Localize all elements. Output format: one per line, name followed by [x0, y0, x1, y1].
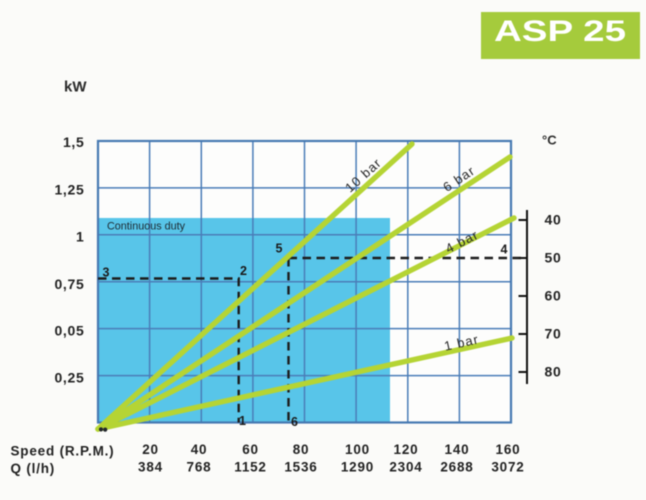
svg-text:3072: 3072	[491, 460, 524, 475]
svg-text:0,75: 0,75	[54, 276, 84, 292]
svg-text:120: 120	[394, 442, 419, 457]
svg-text:1152: 1152	[234, 460, 267, 475]
svg-text:5: 5	[276, 242, 283, 256]
svg-text:20: 20	[142, 442, 159, 457]
svg-text:Q (l/h): Q (l/h)	[11, 461, 56, 476]
svg-text:6: 6	[291, 415, 298, 429]
svg-text:50: 50	[545, 250, 562, 266]
svg-text:1,25: 1,25	[54, 182, 84, 198]
svg-text:4: 4	[501, 243, 508, 257]
svg-text:40: 40	[191, 442, 208, 457]
svg-text:1: 1	[76, 229, 85, 245]
svg-text:0,25: 0,25	[54, 370, 84, 386]
svg-text:60: 60	[545, 288, 562, 304]
svg-text:1: 1	[239, 414, 246, 428]
svg-text:Continuous duty: Continuous duty	[107, 221, 186, 233]
svg-text:Speed (R.P.M.): Speed (R.P.M.)	[11, 444, 115, 459]
svg-text:100: 100	[345, 442, 370, 457]
svg-text:40: 40	[545, 212, 562, 228]
svg-text:80: 80	[293, 442, 310, 457]
svg-text:160: 160	[496, 442, 521, 457]
svg-text:2304: 2304	[389, 460, 422, 475]
svg-text:ASP 25: ASP 25	[494, 15, 626, 48]
svg-text:60: 60	[242, 442, 259, 457]
svg-text:1290: 1290	[341, 460, 374, 475]
svg-text:1536: 1536	[284, 460, 317, 475]
svg-text:70: 70	[545, 326, 562, 342]
svg-text:1,5: 1,5	[63, 134, 85, 150]
svg-text:0,05: 0,05	[54, 323, 84, 339]
svg-text:kW: kW	[64, 79, 87, 96]
svg-text:140: 140	[445, 442, 470, 457]
svg-text:°C: °C	[542, 133, 557, 148]
svg-text:384: 384	[138, 460, 163, 475]
svg-text:2688: 2688	[440, 460, 473, 475]
svg-text:1 bar: 1 bar	[443, 331, 481, 353]
svg-text:2: 2	[240, 264, 247, 278]
svg-text:768: 768	[187, 460, 212, 475]
svg-text:80: 80	[545, 364, 562, 380]
svg-text:3: 3	[103, 266, 110, 280]
